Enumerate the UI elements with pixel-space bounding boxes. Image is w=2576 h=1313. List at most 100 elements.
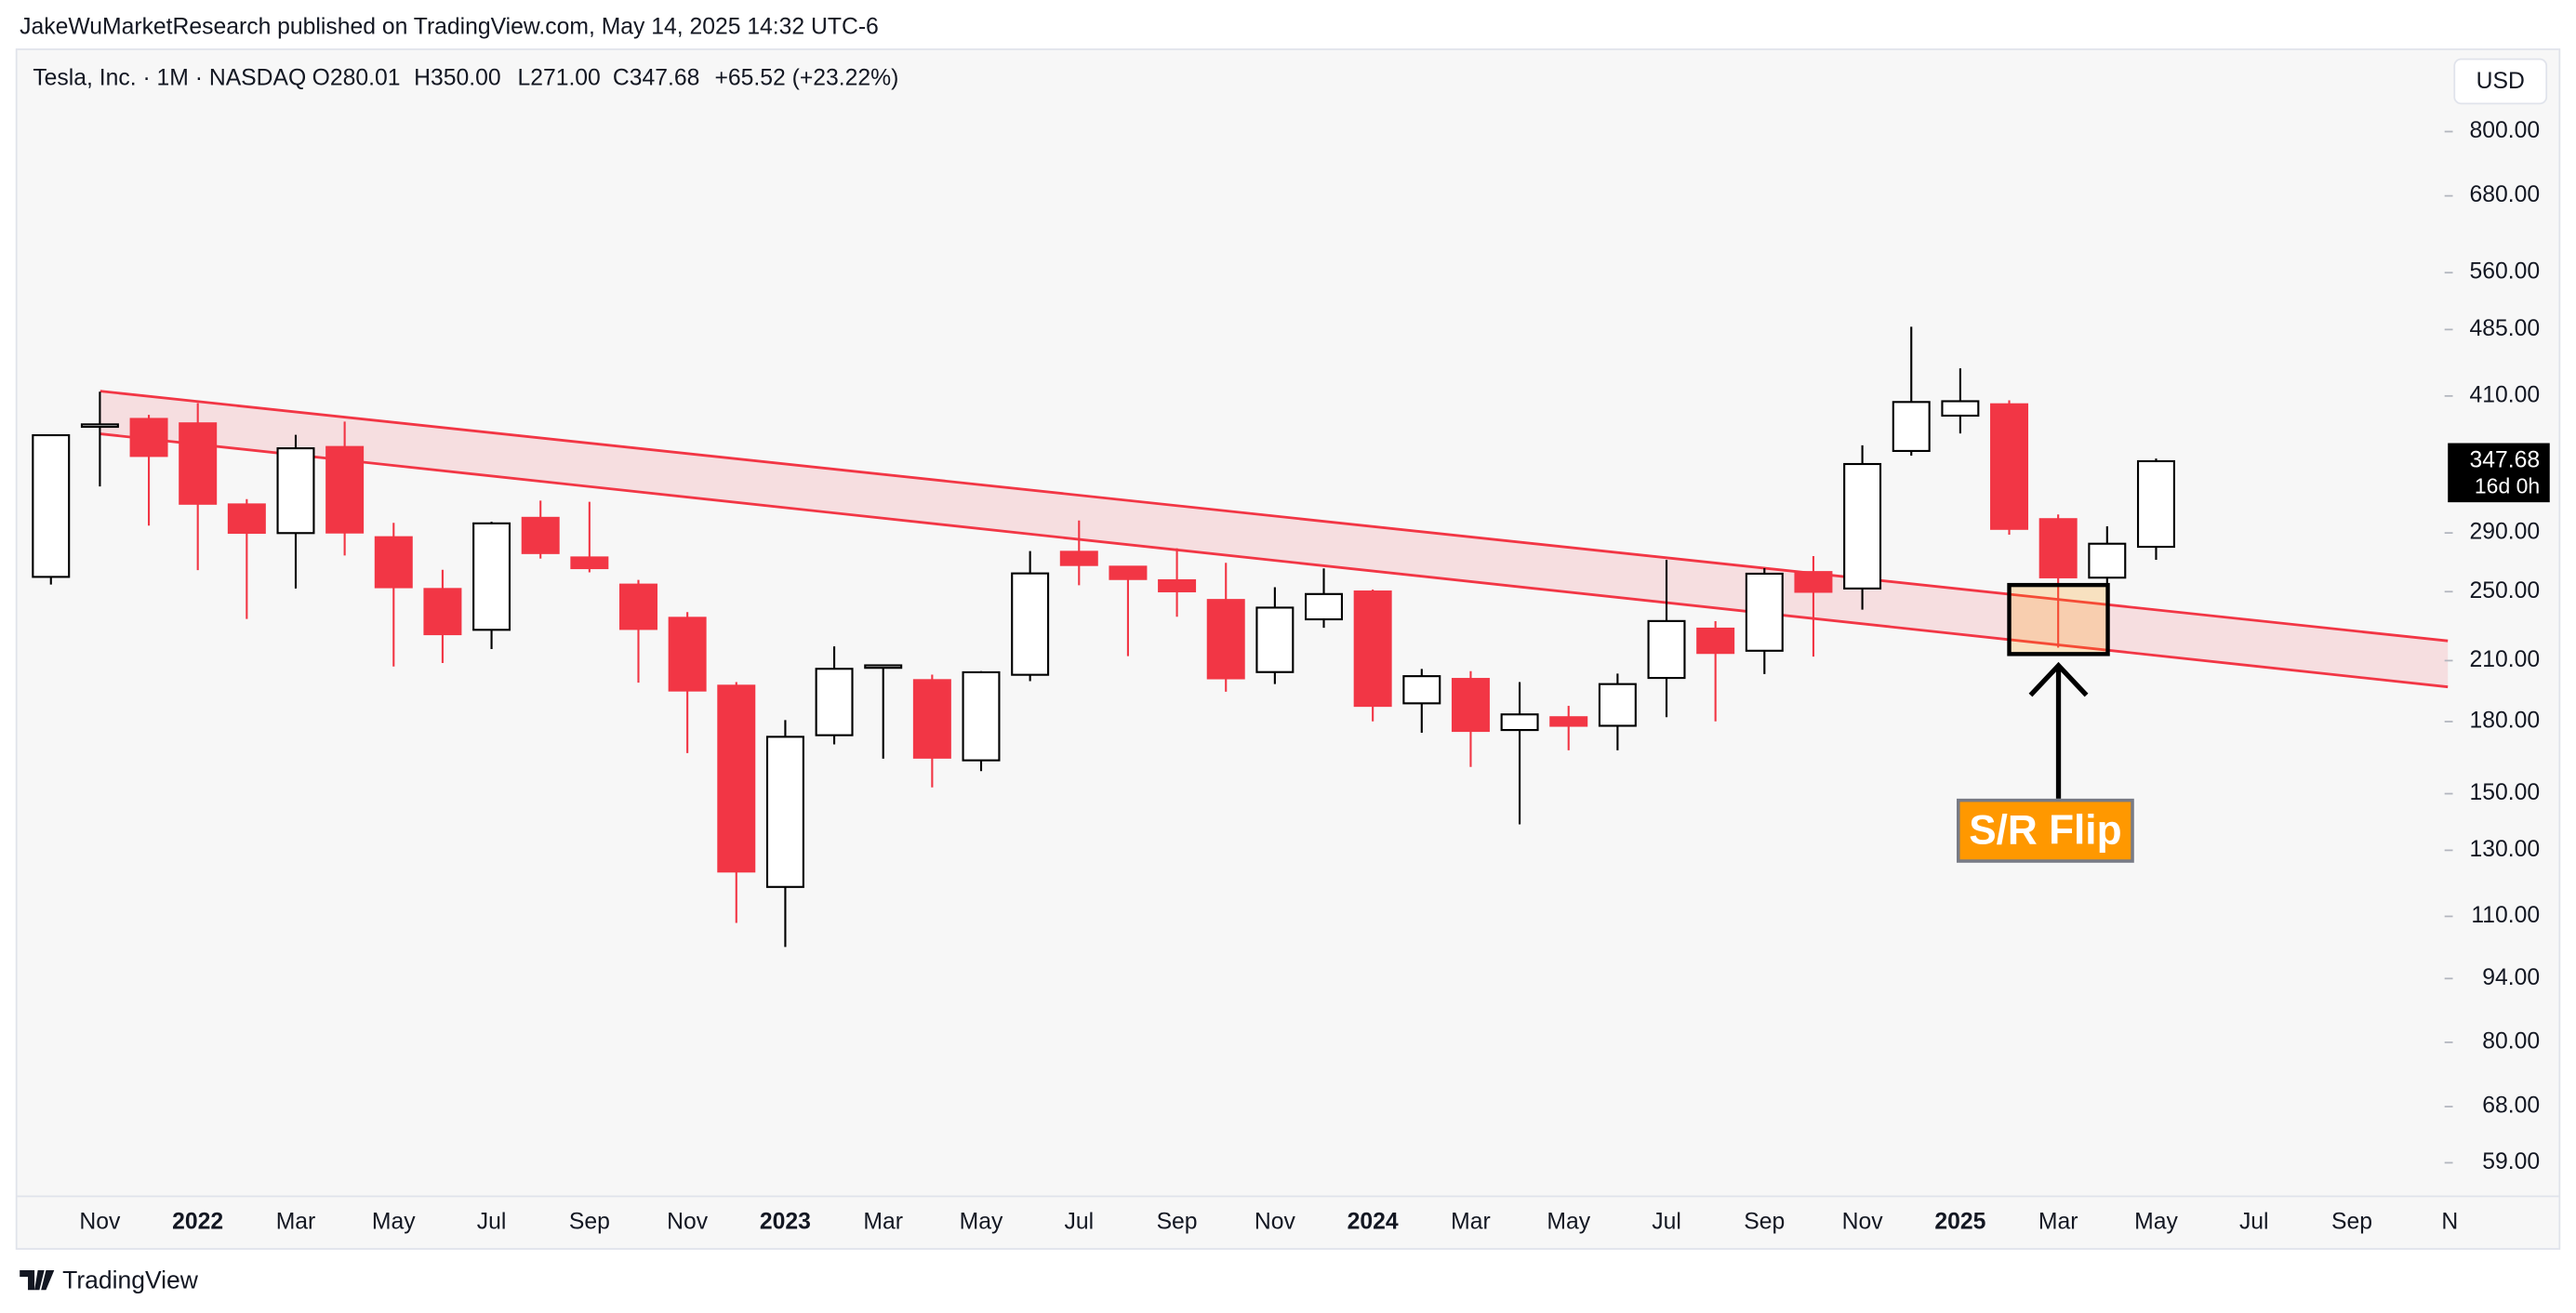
highlight-box	[2007, 582, 2110, 656]
candle-body	[2038, 518, 2078, 578]
y-tick-label: 94.00	[2482, 965, 2540, 990]
candle-body	[227, 503, 266, 535]
brand-logo	[20, 1270, 55, 1291]
channel-lower	[100, 432, 2449, 689]
candle-body	[1990, 403, 2029, 530]
channel-fill	[100, 391, 2449, 687]
x-tick-label: Mar	[863, 1209, 903, 1234]
last-price-label: 347.68	[2470, 447, 2541, 472]
y-tick-label: 250.00	[2470, 578, 2541, 603]
x-tick-label: May	[960, 1209, 1003, 1234]
y-tick-label: 680.00	[2470, 182, 2541, 207]
y-tick-label: 560.00	[2470, 259, 2541, 285]
y-tick-label: 68.00	[2482, 1094, 2540, 1119]
symbol: Tesla, Inc. · 1M · NASDAQ	[33, 65, 306, 90]
y-tick-label: 150.00	[2470, 780, 2541, 805]
candle-body	[1696, 627, 1735, 655]
brand-name: TradingView	[62, 1266, 199, 1293]
x-tick-label: Jul	[477, 1209, 507, 1234]
brand: TradingView	[20, 1266, 199, 1293]
ohlc-low: L271.00	[517, 65, 600, 90]
ohlc-high: H350.00	[414, 65, 500, 90]
annotation-label: S/R Flip	[1969, 808, 2121, 854]
label-box	[1956, 798, 2134, 863]
candle-body	[962, 670, 1001, 762]
candle-body	[1549, 716, 1588, 727]
candle-body	[1206, 599, 1245, 680]
y-tick-label: 110.00	[2471, 903, 2540, 928]
candle-body	[1941, 400, 1980, 418]
y-tick-label: 180.00	[2470, 709, 2541, 734]
candle-body	[1011, 572, 1050, 676]
candle-body	[1353, 590, 1392, 708]
x-tick-label: N	[2441, 1209, 2458, 1234]
candle-body	[2088, 542, 2127, 579]
x-tick-label: May	[2134, 1209, 2178, 1234]
candle-body	[179, 422, 218, 505]
y-tick-label: 485.00	[2470, 316, 2541, 341]
x-tick-label: Nov	[667, 1209, 709, 1234]
x-tick-label: Jul	[1064, 1209, 1094, 1234]
x-tick-label: 2025	[1934, 1209, 1985, 1234]
x-tick-label: Jul	[2239, 1209, 2269, 1234]
countdown: 16d 0h	[2475, 473, 2540, 497]
arrow-head	[2028, 661, 2089, 697]
candle-body	[717, 684, 756, 873]
candle-body	[1647, 619, 1686, 680]
x-tick-label: Mar	[276, 1209, 316, 1234]
ohlc-change: +65.52 (+23.22%)	[714, 65, 898, 90]
x-tick-label: Nov	[79, 1209, 121, 1234]
candle-body	[1745, 572, 1784, 652]
candle-body	[912, 679, 951, 759]
x-tick-label: 2022	[172, 1209, 223, 1234]
y-tick-label: 290.00	[2470, 520, 2541, 545]
candle-body	[2136, 459, 2175, 549]
ohlc-close: C347.68	[613, 65, 699, 90]
candle-body	[374, 536, 413, 589]
y-tick-label: 210.00	[2470, 647, 2541, 672]
last-price-box	[2448, 443, 2550, 503]
x-tick-label: 2023	[760, 1209, 811, 1234]
x-tick-label: Mar	[1451, 1209, 1491, 1234]
attribution: JakeWuMarketResearch published on Tradin…	[20, 15, 879, 40]
candle-body	[1598, 683, 1637, 727]
candle-body	[80, 423, 119, 429]
candle-body	[1500, 713, 1539, 732]
y-tick-label: 59.00	[2482, 1149, 2540, 1174]
candle-body	[1158, 578, 1197, 592]
candle-body	[472, 522, 511, 631]
x-tick-label: Nov	[1842, 1209, 1884, 1234]
candle-body	[1305, 592, 1344, 621]
candle-body	[1794, 571, 1833, 593]
candle-body	[765, 736, 804, 888]
candle-body	[668, 617, 707, 692]
x-tick-label: May	[1547, 1209, 1590, 1234]
y-tick-label: 410.00	[2470, 382, 2541, 407]
x-tick-label: Sep	[1744, 1209, 1785, 1234]
x-tick-label: May	[372, 1209, 416, 1234]
candle-body	[815, 668, 854, 736]
y-tick-label: 800.00	[2470, 118, 2541, 143]
x-tick-label: Nov	[1255, 1209, 1296, 1234]
annotation: S/R Flip	[1956, 582, 2134, 863]
candle-body	[325, 445, 365, 534]
currency[interactable]: USD	[2476, 69, 2525, 94]
candle-body	[1892, 401, 1931, 453]
candle-body	[864, 664, 903, 670]
candle-body	[423, 588, 462, 636]
candle-body	[129, 418, 168, 458]
currency-button[interactable]	[2453, 58, 2548, 105]
x-tick-label: Sep	[1157, 1209, 1198, 1234]
x-tick-label: Sep	[2331, 1209, 2372, 1234]
candle-body	[1255, 606, 1295, 673]
x-tick-label: Jul	[1652, 1209, 1681, 1234]
candle-body	[1843, 462, 1882, 590]
y-tick-label: 80.00	[2482, 1028, 2540, 1054]
y-tick-label: 130.00	[2470, 837, 2541, 862]
candle-body	[1451, 678, 1490, 733]
ohlc-open: O280.01	[312, 65, 401, 90]
candle-body	[32, 433, 71, 578]
candle-body	[570, 556, 609, 570]
candle-body	[1109, 565, 1148, 580]
